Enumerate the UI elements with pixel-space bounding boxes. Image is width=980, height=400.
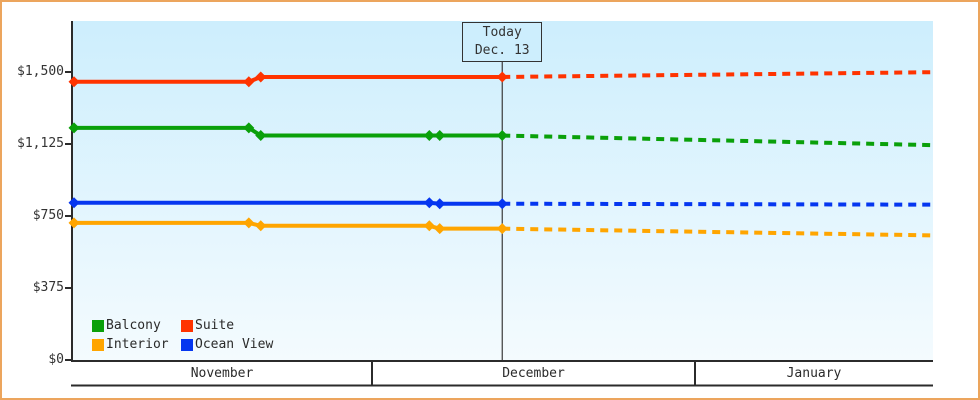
y-axis-tick-label: $1,125 bbox=[17, 136, 64, 151]
price-point-marker bbox=[68, 122, 80, 134]
price-point-marker bbox=[243, 122, 255, 134]
price-point-marker bbox=[68, 217, 80, 229]
legend-swatch-balcony bbox=[92, 319, 104, 332]
series-balcony bbox=[68, 122, 934, 148]
month-label-november: November bbox=[190, 366, 254, 381]
legend-item-interior: Interior bbox=[92, 337, 181, 352]
legend-label: Ocean View bbox=[195, 337, 274, 352]
y-axis-tick-label: $375 bbox=[32, 280, 64, 295]
y-axis-tick-label: $1,500 bbox=[17, 64, 64, 79]
legend-swatch-interior bbox=[92, 338, 104, 351]
price-point-marker bbox=[243, 217, 255, 229]
price-point-marker bbox=[68, 197, 80, 209]
projected-price-line bbox=[502, 133, 934, 148]
projected-price-line bbox=[502, 226, 934, 238]
price-point-marker bbox=[496, 130, 508, 142]
today-annotation-box: Today Dec. 13 bbox=[462, 22, 543, 62]
legend-row: Interior Ocean View bbox=[92, 335, 273, 354]
month-label-december: December bbox=[502, 366, 565, 381]
legend-label: Interior bbox=[106, 337, 169, 352]
price-point-marker bbox=[255, 130, 267, 142]
price-line bbox=[74, 125, 503, 138]
price-point-marker bbox=[423, 197, 435, 209]
price-point-marker bbox=[423, 220, 435, 232]
price-line bbox=[74, 220, 503, 231]
series-interior bbox=[68, 217, 934, 238]
price-point-marker bbox=[496, 71, 508, 83]
price-point-marker bbox=[434, 198, 446, 210]
legend-row: Balcony Suite bbox=[92, 316, 273, 335]
legend-label: Balcony bbox=[106, 318, 161, 333]
legend-item-balcony: Balcony bbox=[92, 318, 181, 333]
y-axis-tick-label: $0 bbox=[48, 352, 64, 367]
legend-item-ocean-view: Ocean View bbox=[181, 337, 273, 352]
today-label: Today bbox=[482, 25, 522, 40]
legend-swatch-ocean-view bbox=[181, 338, 193, 351]
price-point-marker bbox=[434, 223, 446, 235]
price-point-marker bbox=[434, 130, 446, 142]
series-suite bbox=[68, 70, 934, 88]
legend: Balcony Suite Interior Ocean View bbox=[92, 316, 273, 354]
price-point-marker bbox=[243, 76, 255, 88]
y-axis-tick-label: $750 bbox=[32, 208, 64, 223]
price-line bbox=[74, 74, 503, 84]
price-point-marker bbox=[255, 220, 267, 232]
price-point-marker bbox=[496, 198, 508, 210]
price-line bbox=[74, 200, 503, 206]
legend-swatch-suite bbox=[181, 319, 193, 332]
month-label-january: January bbox=[786, 366, 842, 381]
price-point-marker bbox=[255, 71, 267, 83]
projected-price-line bbox=[502, 201, 934, 207]
series-ocean-view bbox=[68, 197, 934, 210]
today-date-label: Dec. 13 bbox=[474, 43, 530, 58]
legend-item-suite: Suite bbox=[181, 318, 234, 333]
projected-price-line bbox=[502, 70, 934, 79]
price-point-marker bbox=[496, 223, 508, 235]
price-point-marker bbox=[68, 76, 80, 88]
price-point-marker bbox=[423, 130, 435, 142]
legend-label: Suite bbox=[195, 318, 235, 333]
